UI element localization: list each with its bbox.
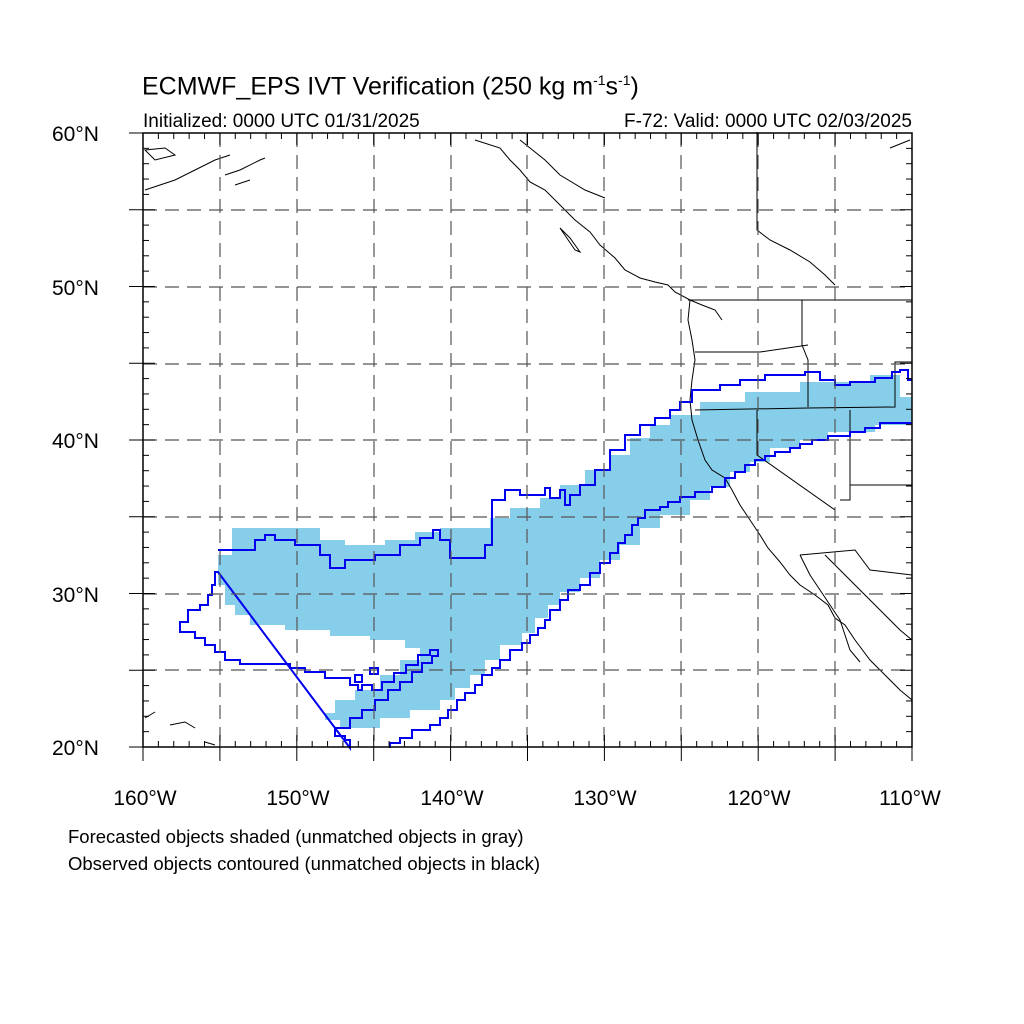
valid-time: F-72: Valid: 0000 UTC 02/03/2025 <box>624 111 912 132</box>
chart-title: ECMWF_EPS IVT Verification (250 kg m-1s-… <box>142 72 639 101</box>
lat-label-50: 50°N <box>52 277 99 300</box>
lat-label-60: 60°N <box>52 123 99 146</box>
lon-label-160w: 160°W <box>113 787 177 810</box>
legend-observed-note: Observed objects contoured (unmatched ob… <box>68 853 541 874</box>
graticule <box>143 133 912 747</box>
initialized-time: Initialized: 0000 UTC 01/31/2025 <box>143 111 420 132</box>
lon-label-150w: 150°W <box>266 787 330 810</box>
lat-label-30: 30°N <box>52 584 99 607</box>
legend-forecast-note: Forecasted objects shaded (unmatched obj… <box>68 826 524 847</box>
lon-label-140w: 140°W <box>420 787 484 810</box>
observed-ivt-contour <box>179 369 912 751</box>
lon-label-110w: 110°W <box>879 787 941 810</box>
lon-label-120w: 120°W <box>727 787 791 810</box>
lon-label-130w: 130°W <box>573 787 637 810</box>
axis-ticks <box>129 132 913 761</box>
lat-label-20: 20°N <box>52 737 99 760</box>
lat-label-40: 40°N <box>52 430 99 453</box>
forecast-ivt-object <box>218 375 912 728</box>
